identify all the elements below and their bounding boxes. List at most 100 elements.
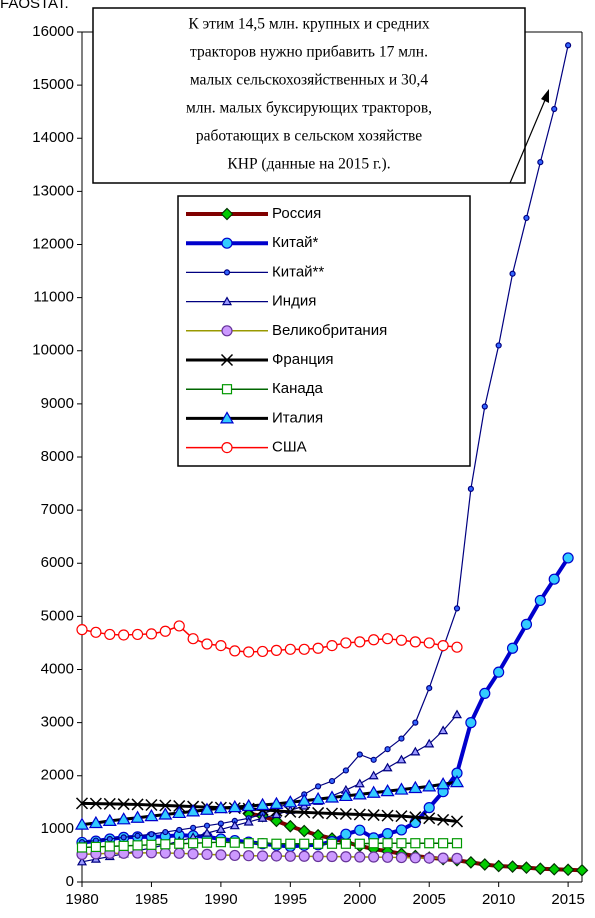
- marker: [340, 851, 352, 863]
- x-tick-label: 2005: [413, 891, 446, 908]
- marker: [368, 838, 379, 849]
- series-line: [81, 556, 570, 849]
- marker: [354, 636, 366, 648]
- marker: [221, 384, 233, 395]
- marker: [340, 828, 352, 840]
- marker: [423, 852, 435, 864]
- series-line: [81, 625, 458, 653]
- marker: [75, 797, 89, 810]
- legend-entry: Франция: [186, 351, 333, 368]
- y-tick-label: 6000: [41, 554, 74, 571]
- marker: [534, 594, 546, 607]
- marker: [412, 719, 419, 726]
- y-tick-label: 16000: [32, 23, 74, 40]
- marker: [523, 214, 530, 222]
- marker: [547, 862, 561, 876]
- legend-label: США: [272, 439, 307, 456]
- marker: [481, 403, 488, 410]
- marker: [220, 207, 234, 221]
- marker: [219, 411, 235, 424]
- marker: [269, 796, 284, 810]
- marker: [256, 645, 269, 658]
- marker: [255, 797, 270, 811]
- marker: [203, 822, 211, 829]
- legend-entry: США: [186, 439, 307, 456]
- marker: [395, 634, 408, 646]
- marker: [201, 827, 213, 837]
- marker: [229, 820, 240, 830]
- marker: [509, 270, 516, 277]
- marker: [221, 325, 233, 337]
- marker: [366, 785, 381, 798]
- marker: [395, 851, 408, 864]
- marker: [354, 851, 366, 863]
- marker: [88, 815, 103, 829]
- marker: [285, 838, 296, 849]
- y-tick-label: 5000: [41, 607, 74, 624]
- marker: [243, 850, 255, 862]
- marker: [324, 790, 340, 803]
- legend-entry: Италия: [186, 409, 323, 426]
- marker: [270, 644, 283, 656]
- marker: [565, 42, 572, 49]
- marker: [159, 799, 172, 812]
- marker: [438, 725, 449, 735]
- annotation-line: работающих в сельском хозяйстве: [196, 128, 422, 145]
- marker: [221, 237, 233, 249]
- marker: [116, 812, 131, 825]
- marker: [162, 828, 169, 836]
- marker: [213, 800, 228, 814]
- marker: [423, 812, 436, 825]
- annotation-line: малых сельскохозяйственных и 30,4: [190, 72, 429, 89]
- marker: [424, 838, 435, 849]
- marker: [284, 643, 296, 655]
- marker: [381, 851, 394, 863]
- marker: [130, 810, 145, 823]
- y-tick-label: 14000: [32, 129, 74, 146]
- marker: [424, 738, 435, 748]
- y-tick-label: 10000: [32, 342, 74, 359]
- y-tick-label: 1000: [41, 820, 74, 837]
- marker: [451, 852, 463, 864]
- marker: [241, 798, 256, 812]
- marker: [449, 774, 465, 788]
- marker: [450, 815, 464, 828]
- y-tick-label: 4000: [41, 660, 74, 677]
- annotation-line: тракторов нужно прибавить 17 млн.: [190, 44, 428, 61]
- marker: [561, 863, 575, 877]
- x-tick-label: 1990: [204, 891, 237, 908]
- marker: [186, 804, 201, 817]
- source-note: FAOSTAT.: [0, 0, 69, 12]
- marker: [298, 643, 310, 655]
- marker: [118, 840, 129, 851]
- marker: [408, 780, 423, 794]
- marker: [257, 813, 268, 822]
- marker: [438, 838, 449, 849]
- marker: [223, 269, 231, 276]
- marker: [395, 824, 408, 836]
- marker: [243, 646, 255, 658]
- marker: [575, 863, 589, 877]
- marker: [451, 709, 463, 719]
- marker: [215, 837, 226, 848]
- annotation-line: К этим 14,5 млн. крупных и средних: [188, 16, 430, 33]
- legend-entry: Россия: [186, 205, 321, 222]
- marker: [328, 777, 336, 785]
- series-line: [81, 780, 458, 827]
- marker: [478, 858, 492, 871]
- marker: [201, 837, 213, 848]
- marker: [298, 850, 310, 862]
- y-tick-label: 15000: [32, 76, 74, 93]
- marker: [340, 637, 352, 649]
- marker: [339, 807, 352, 821]
- marker: [146, 839, 157, 850]
- marker: [548, 573, 560, 585]
- marker: [297, 824, 311, 838]
- marker: [144, 808, 159, 822]
- legend-label: Великобритания: [272, 322, 387, 339]
- marker: [172, 805, 187, 819]
- marker: [89, 797, 102, 810]
- marker: [398, 735, 405, 742]
- marker: [326, 850, 338, 863]
- marker: [159, 847, 171, 859]
